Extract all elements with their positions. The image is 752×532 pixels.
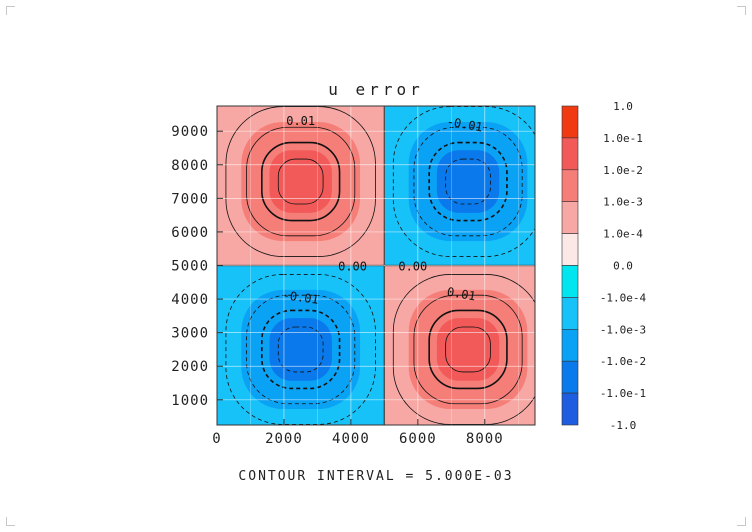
- colorbar-label: -1.0e-2: [600, 355, 646, 368]
- colorbar-label: -1.0e-4: [600, 291, 647, 304]
- contour-line: [261, 309, 341, 390]
- contour-line: [261, 141, 341, 222]
- colorbar-band: [561, 137, 579, 171]
- contour-line: [225, 106, 376, 257]
- x-tick-label: 0: [212, 431, 221, 447]
- field-level: [436, 150, 500, 213]
- corner-mark: [6, 6, 15, 15]
- colorbar-label: 0.0: [613, 260, 633, 273]
- contour-line: [413, 294, 523, 405]
- y-tick-label: 7000: [171, 191, 209, 207]
- x-tick-label: 8000: [466, 431, 504, 447]
- y-tick-label: 5000: [171, 259, 209, 275]
- x-tick-label: 2000: [265, 431, 303, 447]
- plot-area: 0.01 -0.01 0.00 0.00 -0.01 0.01: [216, 105, 536, 426]
- corner-mark: [737, 517, 746, 526]
- y-tick-label: 3000: [171, 326, 209, 342]
- contour-interval-note: CONTOUR INTERVAL = 5.000E-03: [238, 469, 513, 484]
- colorbar-band: [561, 265, 579, 298]
- colorbar: 1.0 1.0e-1 1.0e-2 1.0e-3 1.0e-4 0.0 -1.0e-4 -1.…: [561, 100, 647, 432]
- colorbar-label: 1.0e-2: [603, 164, 643, 177]
- colorbar-label: 1.0e-3: [603, 196, 643, 209]
- contour-label: 0.00: [338, 260, 367, 274]
- colorbar-band: [561, 297, 579, 330]
- contour-label: 0.01: [286, 114, 315, 128]
- y-tick-label: 6000: [171, 225, 209, 241]
- contour-label: -0.01: [282, 288, 320, 307]
- chart-title: u error: [328, 80, 423, 99]
- contour-line: [428, 141, 508, 222]
- contour-line: [428, 309, 508, 390]
- colorbar-band: [561, 392, 579, 426]
- y-tick-label: 8000: [171, 158, 209, 174]
- colorbar-label: -1.0e-1: [600, 387, 646, 400]
- y-tick-label: 9000: [171, 124, 209, 140]
- x-tick-label: 4000: [332, 431, 370, 447]
- field-level: [436, 318, 500, 381]
- contour-line: [277, 158, 324, 205]
- colorbar-band: [561, 105, 579, 139]
- field-layer: [217, 106, 535, 425]
- y-tick-label: 4000: [171, 292, 209, 308]
- contour-label: 0.01: [446, 285, 477, 304]
- contour-line: [225, 274, 376, 425]
- x-tick-label: 6000: [399, 431, 437, 447]
- x-axis: 0 2000 4000 6000 8000: [212, 419, 503, 447]
- y-axis: 1000 2000 3000 4000 5000 6000 7000 8000 9000: [171, 124, 223, 409]
- contour-label: 0.00: [398, 260, 427, 274]
- contour-line: [445, 326, 491, 373]
- colorbar-label: -1.0e-3: [600, 323, 646, 336]
- contour-label: -0.01: [446, 114, 484, 134]
- colorbar-label: 1.0e-4: [603, 228, 643, 241]
- contour-line: [246, 126, 356, 237]
- field-level: [269, 150, 332, 213]
- corner-mark: [6, 517, 15, 526]
- colorbar-label: -1.0: [610, 419, 637, 432]
- y-tick-label: 1000: [171, 393, 209, 409]
- colorbar-band: [561, 233, 579, 266]
- y-tick-label: 2000: [171, 359, 209, 375]
- colorbar-band: [561, 360, 579, 394]
- colorbar-label: 1.0e-1: [603, 132, 643, 145]
- contour-line: [277, 326, 324, 373]
- field-level: [269, 318, 332, 381]
- contour-line: [392, 106, 535, 257]
- contour-line: [445, 158, 491, 205]
- colorbar-band: [561, 201, 579, 234]
- colorbar-band: [561, 169, 579, 203]
- contour-line: [392, 274, 535, 425]
- corner-mark: [737, 6, 746, 15]
- colorbar-label: 1.0: [613, 100, 633, 113]
- colorbar-band: [561, 328, 579, 362]
